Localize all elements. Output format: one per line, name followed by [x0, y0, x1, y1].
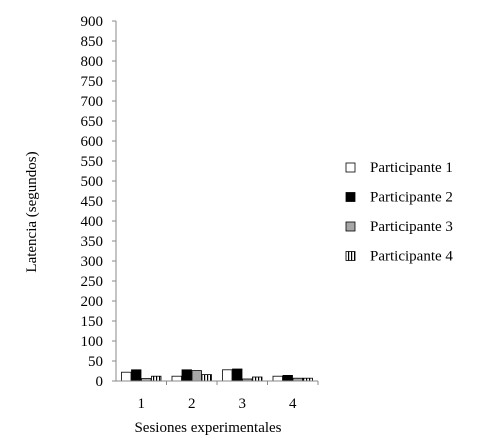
- legend-swatch: [345, 251, 356, 261]
- y-tick-label: 100: [81, 334, 104, 350]
- bar: [191, 370, 202, 382]
- legend-label: Participante 3: [370, 219, 453, 235]
- y-tick-label: 400: [81, 214, 104, 230]
- y-tick-label: 350: [81, 234, 104, 250]
- x-tick-label: 2: [188, 396, 196, 412]
- bar: [232, 368, 243, 382]
- y-tick-label: 700: [81, 94, 104, 110]
- legend-swatch: [345, 221, 356, 232]
- bars: [121, 368, 313, 382]
- y-tick-label: 900: [81, 14, 104, 30]
- x-axis-ticks: 1 2 3 4: [138, 381, 319, 412]
- bar: [181, 369, 192, 382]
- bar: [151, 375, 162, 382]
- x-tick-label: 1: [138, 396, 146, 412]
- x-tick-label: 4: [289, 396, 297, 412]
- y-tick-label: 250: [81, 274, 104, 290]
- y-tick-label: 450: [81, 194, 104, 210]
- bar: [131, 369, 142, 382]
- bar: [121, 371, 132, 382]
- legend-swatch: [345, 192, 356, 202]
- legend: Participante 1 Participante 2 Participante…: [345, 160, 453, 265]
- y-tick-label: 800: [81, 54, 104, 70]
- y-tick-label: 500: [81, 174, 104, 190]
- y-tick-label: 0: [96, 374, 104, 390]
- y-tick-label: 850: [81, 34, 104, 50]
- bar: [171, 375, 182, 382]
- bar: [252, 376, 263, 382]
- legend-label: Participante 1: [370, 160, 453, 176]
- legend-label: Participante 4: [370, 249, 453, 265]
- y-tick-label: 600: [81, 134, 104, 150]
- y-tick-label: 300: [81, 254, 104, 270]
- y-tick-label: 550: [81, 154, 104, 170]
- y-axis-label: Latencia (segundos): [24, 151, 40, 272]
- legend-label: Participante 2: [370, 190, 453, 206]
- y-tick-label: 150: [81, 314, 104, 330]
- bar: [282, 374, 293, 382]
- axes: [115, 21, 318, 382]
- y-tick-label: 650: [81, 114, 104, 130]
- y-tick-label: 750: [81, 74, 104, 90]
- x-tick-label: 3: [239, 396, 247, 412]
- y-tick-label: 200: [81, 294, 104, 310]
- x-axis-label: Sesiones experimentales: [134, 420, 281, 436]
- bar: [201, 374, 212, 382]
- bar: [222, 369, 233, 382]
- y-axis-ticks: 0 50 100 150 200 250 300 350 400 450 500 550 600 650 7…: [81, 14, 116, 390]
- bar: [272, 375, 283, 382]
- y-tick-label: 50: [88, 354, 103, 370]
- legend-swatch: [345, 162, 356, 173]
